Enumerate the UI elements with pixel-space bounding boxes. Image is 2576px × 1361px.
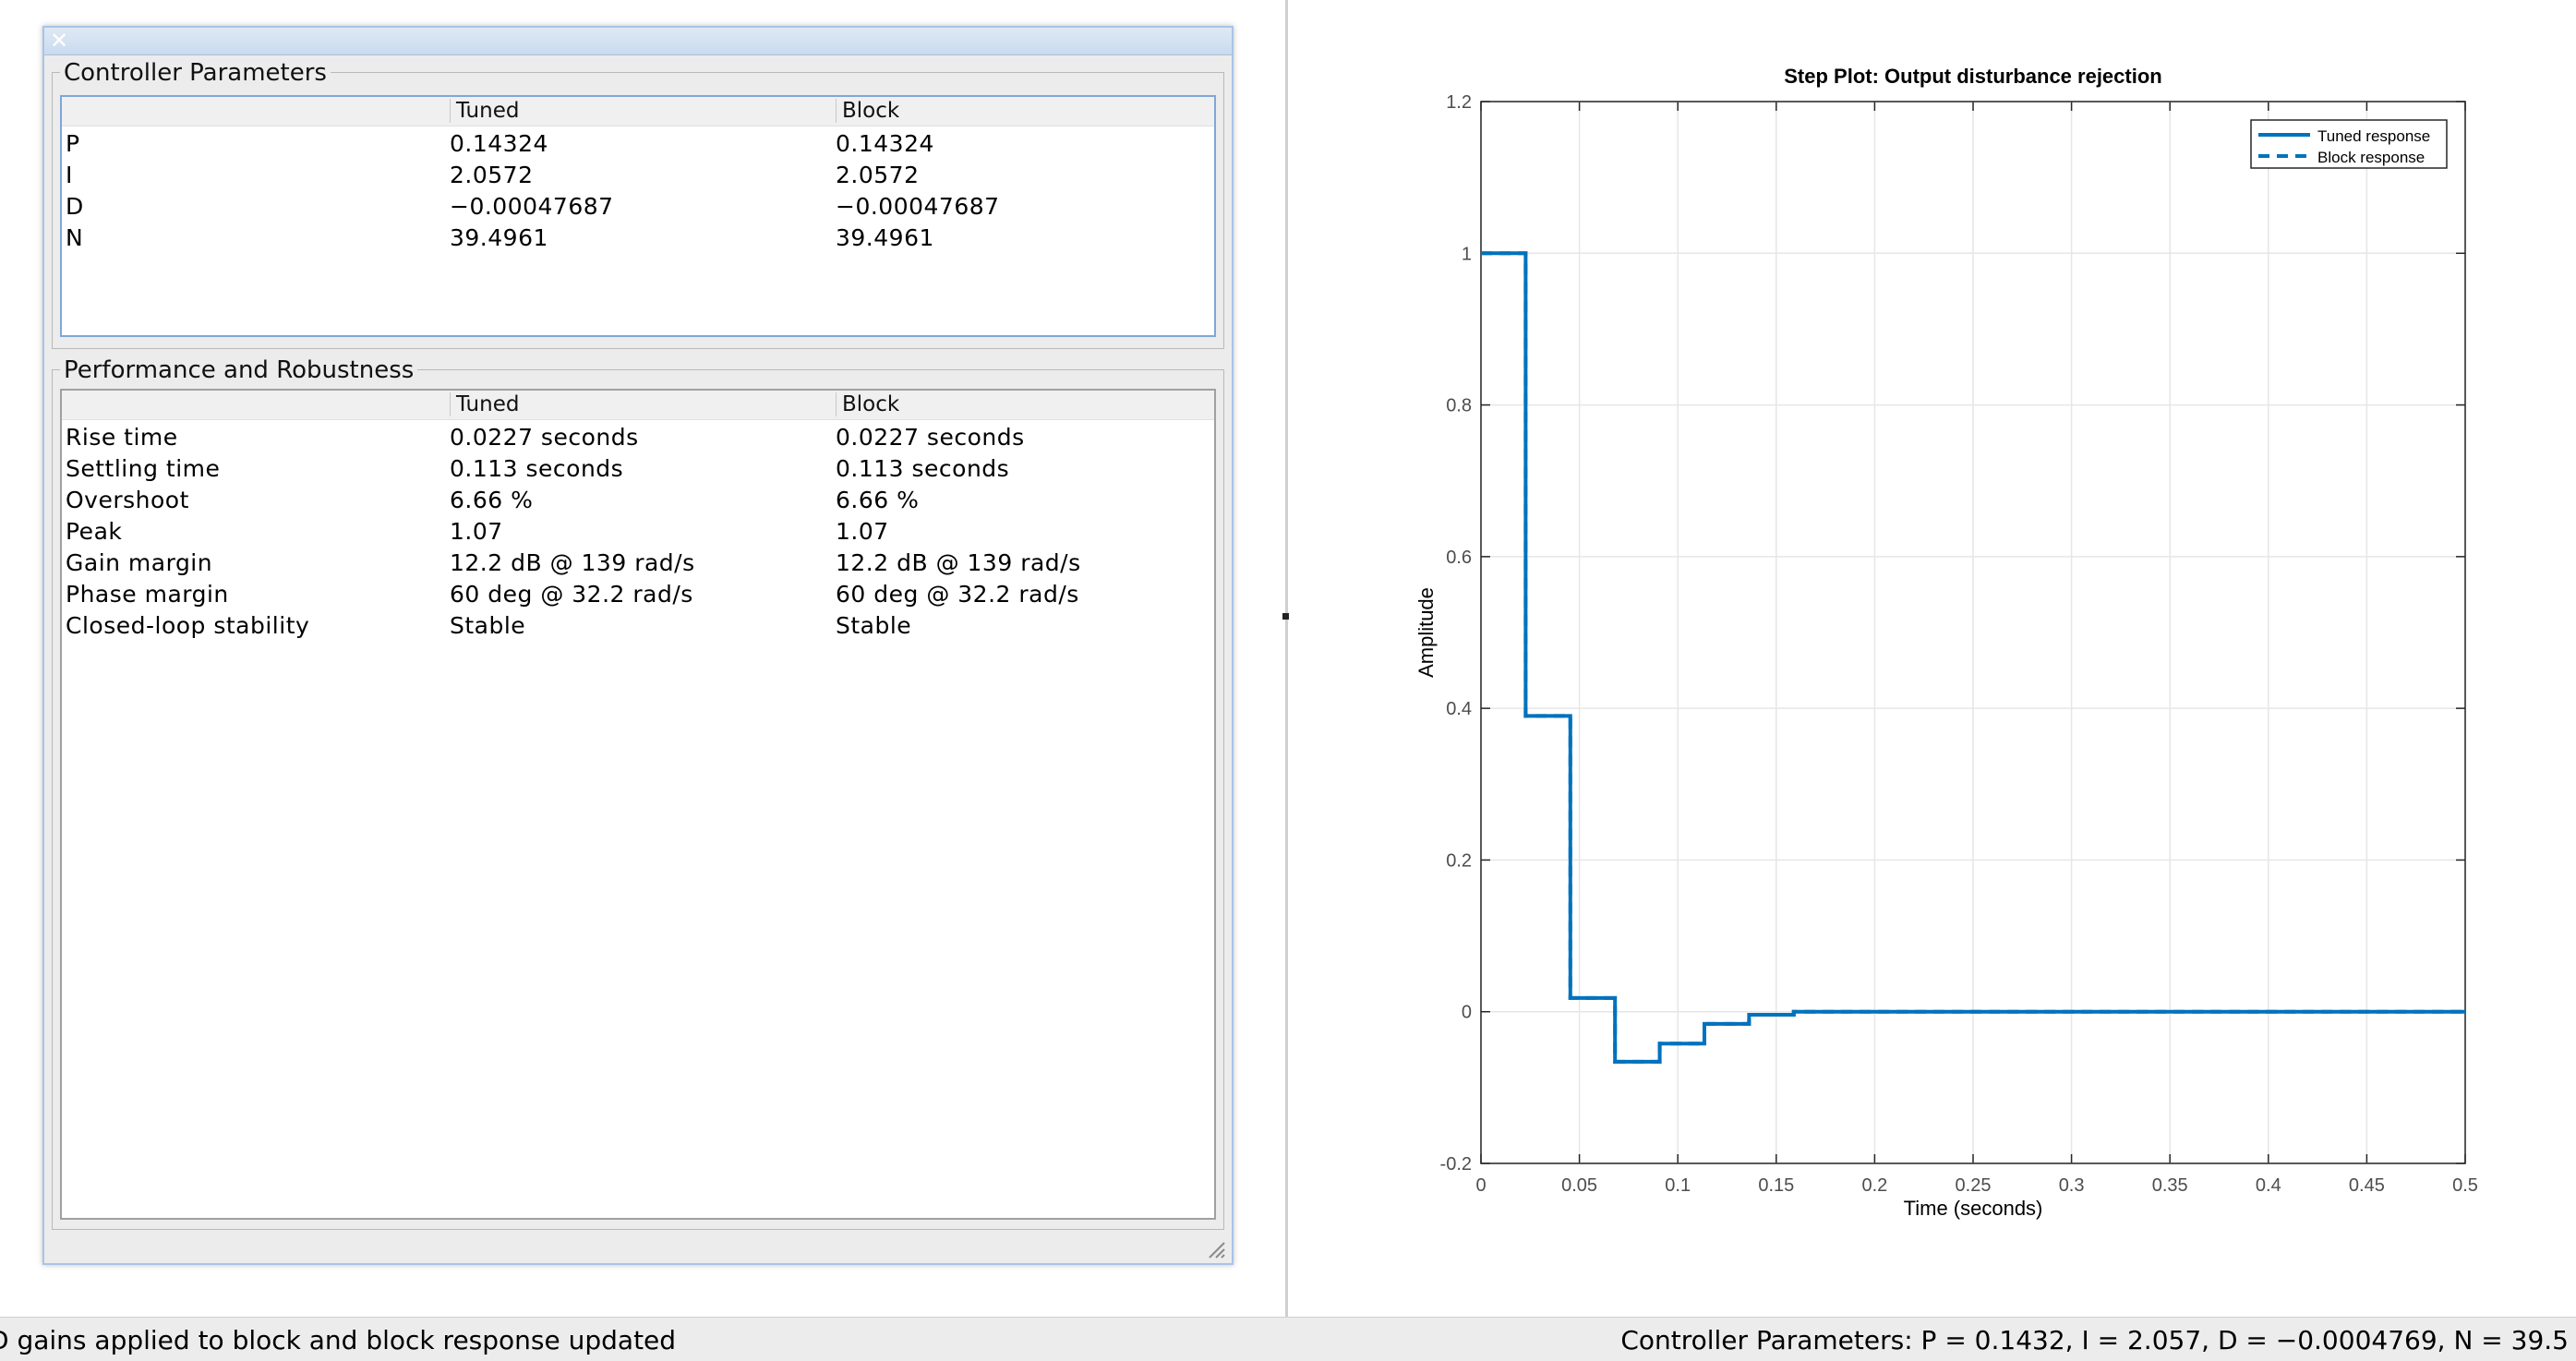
controller-report-window: ✕ Controller Parameters Tuned Block P 0.1… (42, 26, 1234, 1265)
block-value: 2.0572 (836, 162, 920, 188)
table-row[interactable]: Peak 1.07 1.07 (62, 516, 1214, 548)
performance-table[interactable]: Tuned Block Rise time 0.0227 seconds 0.022… (60, 389, 1216, 1220)
x-tick-label: 0 (1475, 1175, 1486, 1196)
tuned-value: Stable (450, 612, 526, 639)
row-label: D (66, 193, 84, 220)
tuned-value: 2.0572 (450, 162, 534, 188)
splitter-handle-icon[interactable] (1282, 613, 1289, 620)
table-row[interactable]: Closed-loop stability Stable Stable (62, 610, 1214, 642)
status-controller-parameters: Controller Parameters: P = 0.1432, I = 2… (1620, 1325, 2569, 1355)
y-tick-label: 0.2 (1446, 850, 1472, 871)
block-value: −0.00047687 (836, 193, 1000, 220)
status-message: D gains applied to block and block respo… (0, 1325, 677, 1355)
block-value: 60 deg @ 32.2 rad/s (836, 581, 1079, 608)
x-tick-label: 0.45 (2349, 1175, 2385, 1196)
block-value: 1.07 (836, 518, 889, 545)
table-header: Tuned Block (62, 97, 1214, 126)
close-icon[interactable]: ✕ (50, 28, 69, 54)
x-axis-label: Time (seconds) (1904, 1197, 2043, 1220)
table-header: Tuned Block (62, 391, 1214, 420)
table-row[interactable]: P 0.14324 0.14324 (62, 128, 1214, 160)
row-label: Overshoot (66, 487, 189, 513)
tuned-value: 0.113 seconds (450, 455, 624, 482)
x-tick-label: 0.35 (2152, 1175, 2188, 1196)
x-tick-label: 0.1 (1665, 1175, 1691, 1196)
row-label: P (66, 130, 80, 157)
row-label: Rise time (66, 424, 178, 451)
row-label: N (66, 224, 84, 251)
x-tick-label: 0.5 (2452, 1175, 2478, 1196)
x-tick-label: 0.2 (1861, 1175, 1887, 1196)
x-tick-label: 0.15 (1758, 1175, 1794, 1196)
row-label: Gain margin (66, 549, 213, 576)
block-value: Stable (836, 612, 912, 639)
block-value: 12.2 dB @ 139 rad/s (836, 549, 1081, 576)
x-tick-label: 0.05 (1561, 1175, 1597, 1196)
y-tick-label: -0.2 (1440, 1154, 1472, 1174)
row-label: Settling time (66, 455, 221, 482)
panel-splitter[interactable] (1285, 0, 1288, 1317)
y-tick-label: 0.6 (1446, 548, 1472, 568)
y-tick-label: 0.4 (1446, 699, 1472, 719)
performance-group: Performance and Robustness Tuned Block R… (52, 357, 1224, 1230)
table-row[interactable]: I 2.0572 2.0572 (62, 160, 1214, 191)
status-bar: D gains applied to block and block respo… (0, 1317, 2576, 1361)
column-header-block[interactable]: Block (836, 392, 899, 416)
step-plot-chart: 0 0.05 0.1 0.15 0.2 0.25 0.3 0.35 0.4 0.45 0.5 -0.2… (1414, 65, 2478, 1220)
column-header-block[interactable]: Block (836, 99, 899, 123)
row-label: Peak (66, 518, 123, 545)
tuned-value: 0.14324 (450, 130, 548, 157)
legend-entry: Tuned response (2317, 127, 2430, 145)
row-label: Phase margin (66, 581, 229, 608)
chart-title: Step Plot: Output disturbance rejection (1784, 65, 2161, 88)
tuned-value: −0.00047687 (450, 193, 614, 220)
table-row[interactable]: Settling time 0.113 seconds 0.113 seconds (62, 453, 1214, 485)
column-header-tuned[interactable]: Tuned (450, 99, 519, 123)
tuned-value: 0.0227 seconds (450, 424, 639, 451)
table-row[interactable]: Gain margin 12.2 dB @ 139 rad/s 12.2 dB @ … (62, 548, 1214, 579)
column-header-tuned[interactable]: Tuned (450, 392, 519, 416)
x-tick-label: 0.25 (1956, 1175, 1992, 1196)
legend-entry: Block response (2317, 149, 2425, 166)
legend-box[interactable] (2250, 119, 2448, 169)
controller-parameters-title: Controller Parameters (60, 60, 331, 86)
x-tick-label: 0.3 (2059, 1175, 2085, 1196)
table-row[interactable]: Rise time 0.0227 seconds 0.0227 seconds (62, 422, 1214, 453)
tuned-value: 12.2 dB @ 139 rad/s (450, 549, 695, 576)
table-row[interactable]: Overshoot 6.66 % 6.66 % (62, 485, 1214, 516)
tuned-value: 39.4961 (450, 224, 548, 251)
x-tick-label: 0.4 (2256, 1175, 2281, 1196)
window-titlebar[interactable]: ✕ (44, 28, 1232, 55)
row-label: I (66, 162, 73, 188)
table-row[interactable]: N 39.4961 39.4961 (62, 223, 1214, 254)
block-value: 0.14324 (836, 130, 934, 157)
tuned-value: 6.66 % (450, 487, 534, 513)
block-value: 39.4961 (836, 224, 934, 251)
axes-box (1480, 101, 2466, 1164)
block-response-line (1481, 251, 2465, 1064)
y-tick-label: 0.8 (1446, 396, 1472, 416)
block-value: 6.66 % (836, 487, 920, 513)
table-row[interactable]: D −0.00047687 −0.00047687 (62, 191, 1214, 223)
row-label: Closed-loop stability (66, 612, 310, 639)
controller-parameters-table[interactable]: Tuned Block P 0.14324 0.14324 I 2.0572 2.0572… (60, 95, 1216, 337)
y-tick-label: 0 (1462, 1003, 1472, 1023)
performance-title: Performance and Robustness (60, 357, 418, 383)
resize-grip-icon[interactable] (1206, 1239, 1226, 1259)
tuned-value: 1.07 (450, 518, 503, 545)
block-value: 0.113 seconds (836, 455, 1010, 482)
y-tick-label: 1 (1462, 244, 1472, 264)
controller-parameters-group: Controller Parameters Tuned Block P 0.143… (52, 60, 1224, 349)
tuned-value: 60 deg @ 32.2 rad/s (450, 581, 693, 608)
y-axis-label: Amplitude (1414, 587, 1438, 678)
y-tick-label: 1.2 (1446, 92, 1472, 113)
table-row[interactable]: Phase margin 60 deg @ 32.2 rad/s 60 deg @ … (62, 579, 1214, 610)
block-value: 0.0227 seconds (836, 424, 1025, 451)
